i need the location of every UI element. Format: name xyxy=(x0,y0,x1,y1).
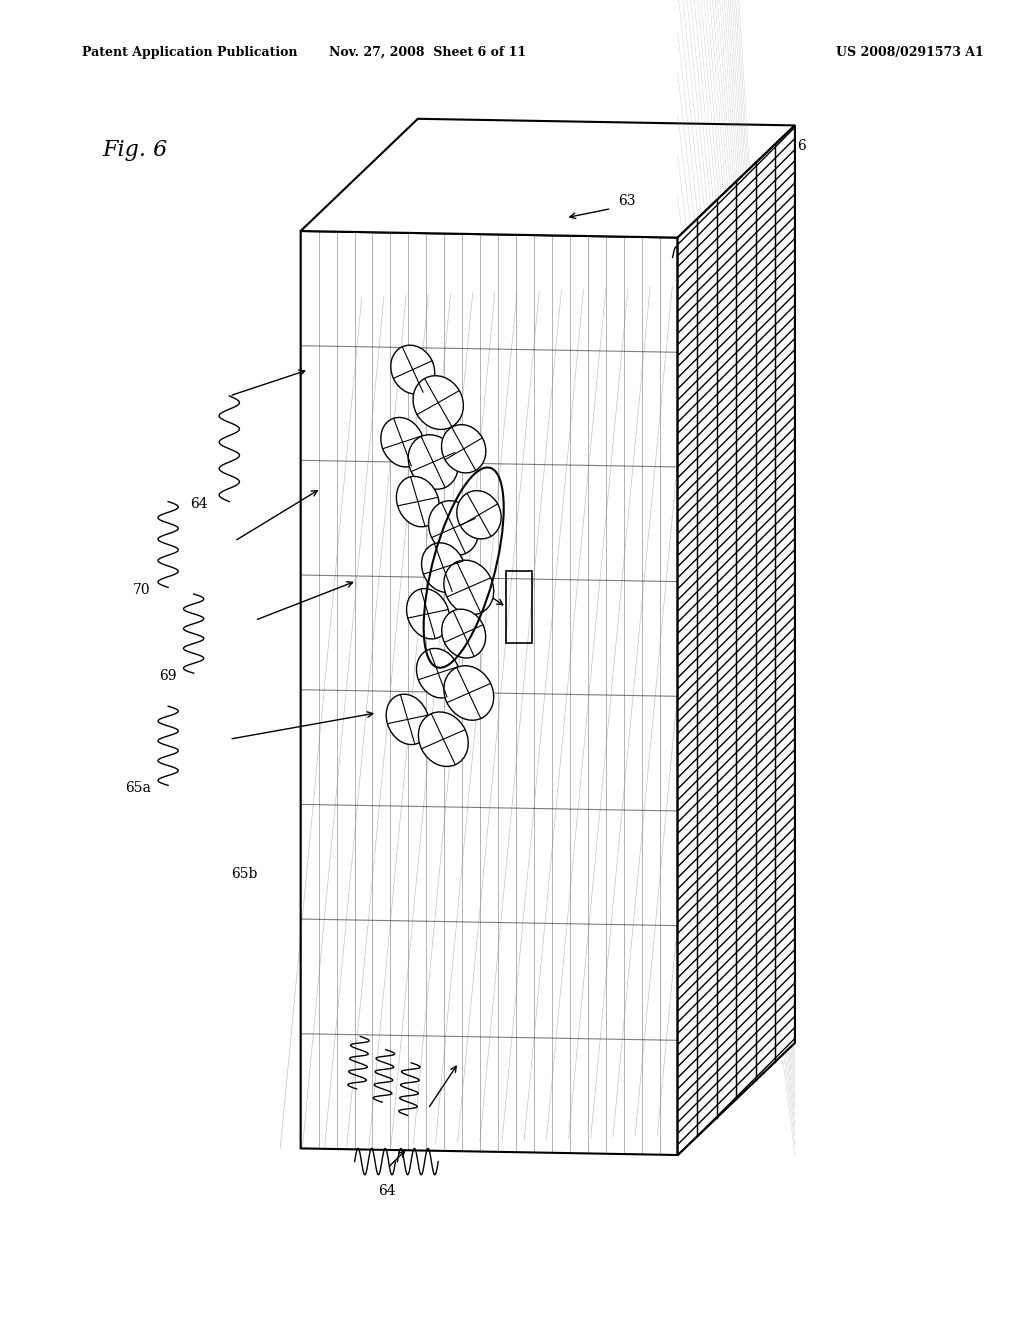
Text: 68: 68 xyxy=(762,355,780,368)
Text: 63: 63 xyxy=(618,194,636,207)
Ellipse shape xyxy=(391,345,435,395)
Ellipse shape xyxy=(443,560,494,615)
Ellipse shape xyxy=(422,543,465,593)
Ellipse shape xyxy=(381,417,424,467)
Bar xyxy=(507,570,532,643)
Text: 65b: 65b xyxy=(231,867,258,880)
Text: 61: 61 xyxy=(762,249,780,263)
Polygon shape xyxy=(678,125,795,1155)
Polygon shape xyxy=(301,119,795,238)
Text: 64: 64 xyxy=(379,1184,396,1197)
Text: 64: 64 xyxy=(189,498,208,511)
Text: 62: 62 xyxy=(745,570,763,583)
Ellipse shape xyxy=(396,477,439,527)
Text: 6: 6 xyxy=(797,140,806,153)
Text: US 2008/0291573 A1: US 2008/0291573 A1 xyxy=(836,46,983,59)
Ellipse shape xyxy=(457,491,501,539)
Text: 69: 69 xyxy=(159,669,176,682)
Ellipse shape xyxy=(386,694,429,744)
Text: 63: 63 xyxy=(751,451,768,465)
Ellipse shape xyxy=(429,500,478,556)
Ellipse shape xyxy=(413,376,464,429)
Ellipse shape xyxy=(409,434,458,490)
Ellipse shape xyxy=(417,648,460,698)
Ellipse shape xyxy=(441,609,485,659)
Text: Nov. 27, 2008  Sheet 6 of 11: Nov. 27, 2008 Sheet 6 of 11 xyxy=(330,46,526,59)
Polygon shape xyxy=(678,125,795,1155)
Text: 65a: 65a xyxy=(125,781,151,795)
Text: Patent Application Publication: Patent Application Publication xyxy=(82,46,297,59)
Ellipse shape xyxy=(443,665,494,721)
Ellipse shape xyxy=(407,589,450,639)
Text: 67: 67 xyxy=(762,396,780,409)
Text: 66: 66 xyxy=(762,437,780,450)
Text: 70: 70 xyxy=(133,583,151,597)
Ellipse shape xyxy=(441,425,485,473)
Ellipse shape xyxy=(419,711,468,767)
Text: Fig. 6: Fig. 6 xyxy=(102,139,167,161)
